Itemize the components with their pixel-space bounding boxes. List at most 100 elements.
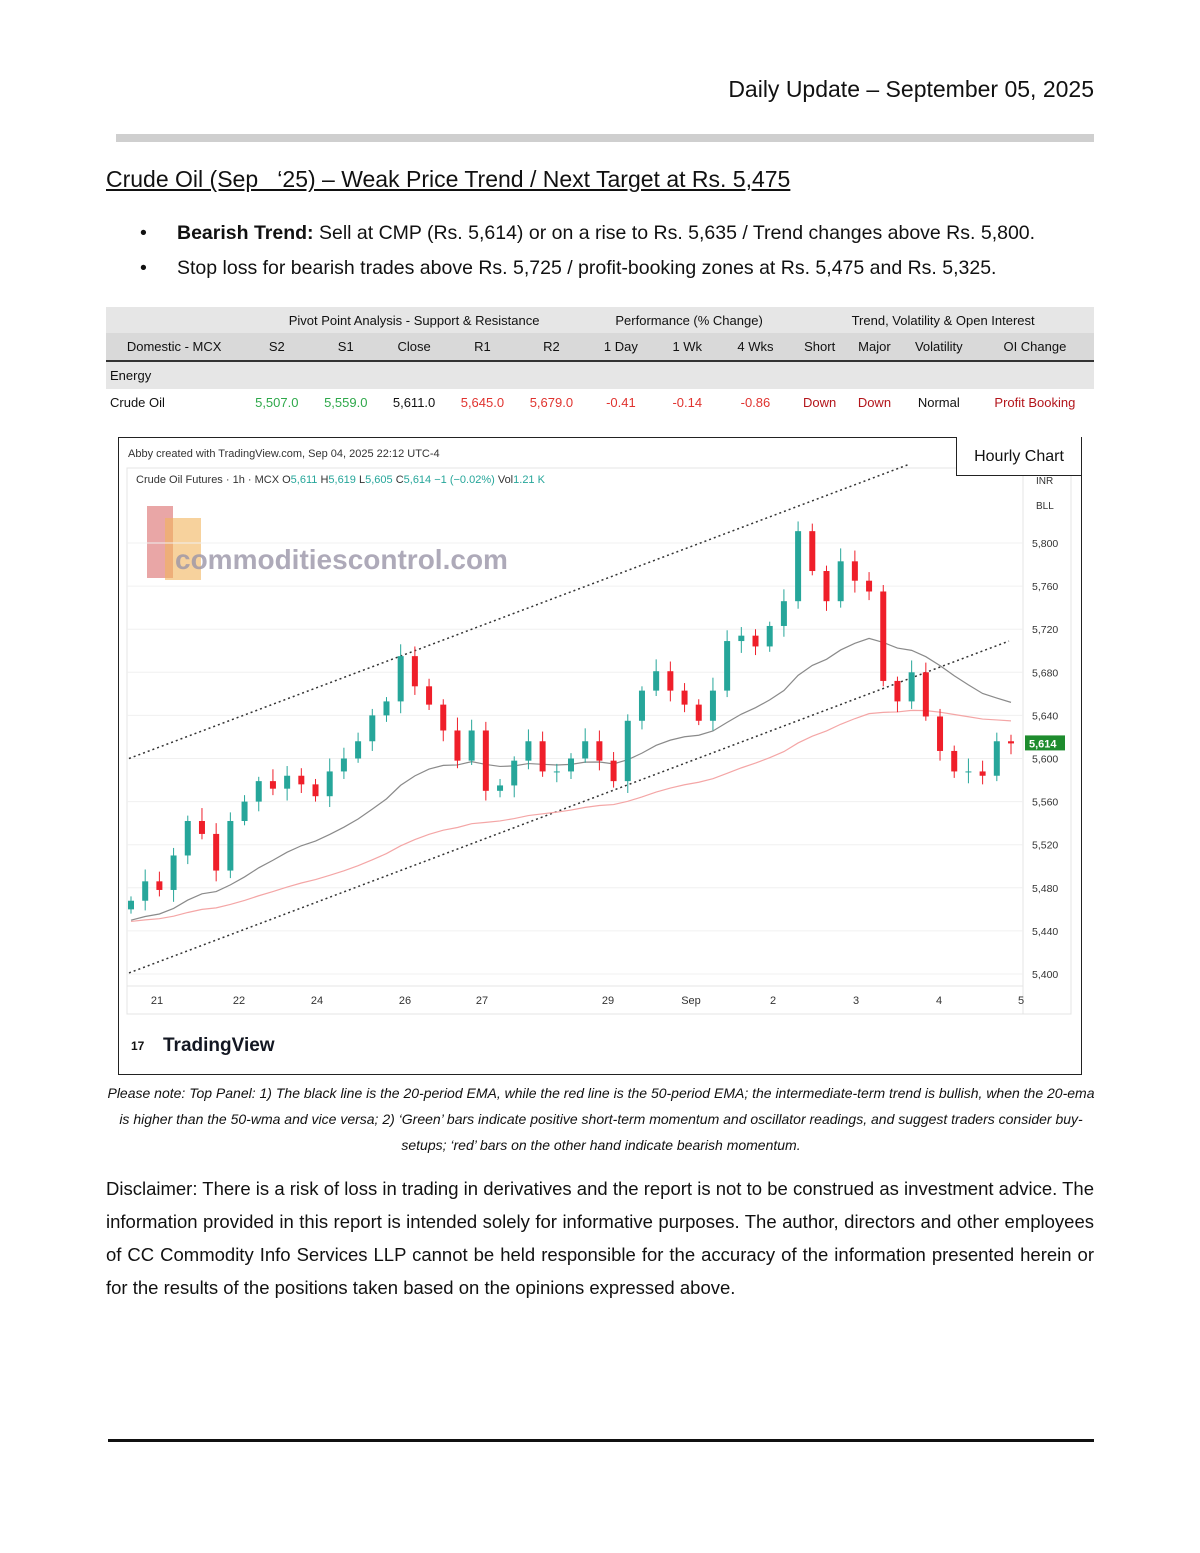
candle-body (312, 784, 319, 797)
created-caption: Abby created with TradingView.com, Sep 0… (128, 448, 440, 460)
ohlc-label: O (279, 474, 291, 486)
column-header: Volatility (901, 333, 976, 362)
ohlc-label: L (356, 474, 365, 486)
chart-frame: Abby created with TradingView.com, Sep 0… (118, 437, 1082, 1075)
candle-body (468, 730, 475, 761)
footer-rule (108, 1439, 1094, 1442)
candle-body (383, 701, 390, 716)
candle-body (269, 781, 276, 789)
candle-body (326, 771, 333, 797)
bullet-bearish-trend: Bearish Trend: Sell at CMP (Rs. 5,614) o… (140, 222, 1035, 245)
x-tick-label: 2 (770, 995, 776, 1007)
candle-body (638, 690, 645, 721)
table-cell: 5,645.0 (460, 395, 505, 410)
group-performance: Performance (% Change) (585, 307, 793, 333)
ohlc-value: 1.21 K (513, 474, 545, 486)
y-tick-label: 5,640 (1032, 710, 1058, 722)
candle-body (937, 716, 944, 751)
chart-note: Please note: Top Panel: 1) The black lin… (107, 1085, 1095, 1153)
candle-body (482, 730, 489, 791)
candle-body (582, 741, 589, 759)
y-tick-label: 5,760 (1032, 581, 1058, 593)
ema-50-line (130, 709, 1012, 923)
column-header: 1 Wk (655, 333, 719, 362)
unit-label: BLL (1036, 501, 1054, 512)
candle-body (667, 671, 674, 691)
x-tick-label: 21 (151, 995, 163, 1007)
ohlc-value: 5,619 (328, 474, 356, 486)
x-tick-label: 3 (853, 995, 859, 1007)
table-cell: Profit Booking (994, 395, 1076, 410)
header-divider (116, 134, 1094, 142)
ohlc-value: 5,605 (365, 474, 393, 486)
last-price-badge (1025, 735, 1065, 751)
ohlc-value: 5,614 (404, 474, 432, 486)
column-header: 1 Day (585, 333, 656, 362)
candle-body (823, 571, 830, 602)
candle-body (809, 531, 816, 572)
candle-body (355, 741, 362, 759)
candle-body (553, 771, 560, 773)
bullet-text: Stop loss for bearish trades above Rs. 5… (177, 257, 997, 279)
candle-body (525, 741, 532, 761)
bullet-label: Bearish Trend: (177, 222, 314, 244)
candle-body (795, 531, 802, 602)
report-title: Crude Oil (Sep ‘25) – Weak Price Trend /… (106, 166, 791, 192)
pivot-table: Pivot Point Analysis - Support & Resista… (106, 307, 1094, 416)
candle-body (752, 635, 759, 647)
watermark-text: commoditiescontrol.com (175, 544, 508, 575)
candle-body (880, 591, 887, 681)
tradingview-brand: TradingView (163, 1035, 275, 1056)
candle-body (440, 704, 447, 731)
symbol-ohlc: Crude Oil Futures · 1h · MCX O5,611 H5,6… (136, 474, 546, 486)
table-cell: Crude Oil (110, 395, 165, 410)
y-tick-label: 5,720 (1032, 624, 1058, 636)
candle-body (198, 820, 205, 834)
column-header: S2 (242, 333, 312, 362)
candle-body (951, 750, 958, 772)
table-cell: 5,559.0 (324, 395, 368, 410)
y-tick-label: 5,600 (1032, 754, 1058, 766)
x-tick-label: 5 (1018, 995, 1024, 1007)
ohlc-value: −1 (−0.02%) (434, 474, 495, 486)
candle-body (851, 561, 858, 581)
hourly-chart-label: Hourly Chart (956, 437, 1082, 476)
y-tick-label: 5,440 (1032, 926, 1058, 938)
x-tick-label: 22 (233, 995, 245, 1007)
candle-body (965, 771, 972, 773)
candle-body (397, 656, 404, 702)
ohlc-value: 5,611 (291, 474, 318, 486)
candle-body (709, 690, 716, 721)
tradingview-logo-icon: 17 (131, 1039, 145, 1053)
candle-body (908, 672, 915, 702)
candle-body (227, 820, 234, 871)
candle-body (284, 775, 291, 789)
y-tick-label: 5,520 (1032, 840, 1058, 852)
y-tick-label: 5,480 (1032, 883, 1058, 895)
candle-body (156, 881, 163, 890)
candle-body (340, 758, 347, 772)
table-row: Crude Oil 5,507.0 5,559.0 5,611.0 5,645.0 5,6… (106, 389, 1094, 416)
y-tick-label: 5,800 (1032, 538, 1058, 550)
table-cell: Down (803, 395, 837, 410)
column-header: Short (792, 333, 848, 362)
x-tick-label: Sep (681, 995, 701, 1007)
table-cell: Normal (917, 395, 960, 410)
candle-body (1008, 741, 1014, 744)
column-header: 4 Wks (718, 333, 793, 362)
column-header: S1 (311, 333, 381, 362)
candle-body (766, 625, 773, 647)
candle-body (497, 785, 504, 791)
candle-body (780, 601, 787, 626)
candle-body (866, 580, 873, 592)
candle-body (255, 781, 262, 802)
candle-body (724, 641, 731, 691)
last-price-label: 5,614 (1029, 738, 1057, 750)
table-cell: Down (857, 395, 892, 410)
channel-lower-line (128, 640, 1010, 974)
candle-body (681, 690, 688, 705)
currency-label: INR (1036, 476, 1053, 487)
table-cell: -0.86 (740, 395, 771, 410)
candle-body (213, 833, 220, 871)
candle-body (738, 635, 745, 642)
